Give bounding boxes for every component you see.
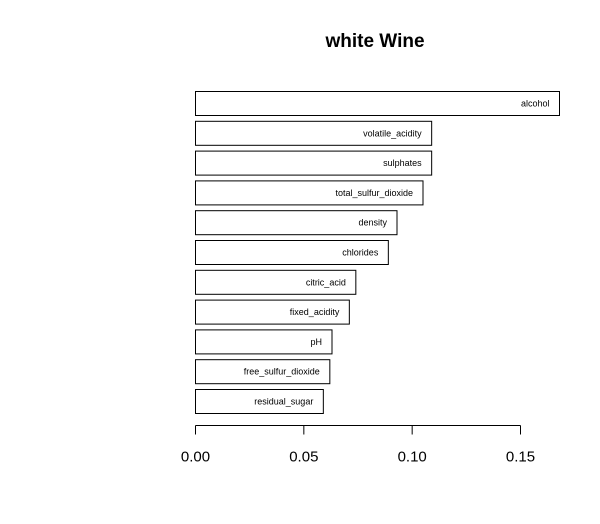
bar-label-total-sulfur-dioxide: total_sulfur_dioxide: [335, 188, 413, 198]
x-tick-label: 0.10: [398, 449, 427, 466]
bar-alcohol: [195, 91, 560, 116]
bar-free-sulfur-dioxide: [195, 359, 331, 385]
bars-group: alcohol volatile_acidity sulphates total_su…: [195, 91, 560, 414]
bar-label-pH: pH: [310, 337, 322, 347]
bar-volatile-acidity: [195, 120, 433, 146]
bar-label-residual-sugar: residual_sugar: [254, 397, 313, 407]
bar-fixed-acidity: [195, 299, 350, 325]
x-tick-label: 0.00: [181, 449, 210, 466]
bar-label-density: density: [358, 218, 387, 228]
bar-label-citric-acid: citric_acid: [306, 277, 346, 287]
bar-label-alcohol: alcohol: [521, 99, 550, 109]
bar-label-volatile-acidity: volatile_acidity: [363, 128, 422, 138]
bar-label-chlorides: chlorides: [342, 248, 379, 258]
bar-density: [195, 210, 398, 236]
bar-label-free-sulfur-dioxide: free_sulfur_dioxide: [244, 367, 320, 377]
bar-label-sulphates: sulphates: [383, 158, 422, 168]
bar-total-sulfur-dioxide: [195, 180, 424, 206]
x-tick-label: 0.15: [506, 449, 535, 466]
bar-chlorides: [195, 240, 389, 265]
bar-label-fixed-acidity: fixed_acidity: [290, 307, 340, 317]
bar-pH: [195, 329, 333, 355]
chart-title: white Wine: [324, 31, 424, 52]
bar-citric-acid: [195, 269, 357, 295]
x-tick-label: 0.05: [289, 449, 318, 466]
bar-residual-sugar: [195, 389, 324, 414]
x-axis: 0.00 0.05 0.10 0.15: [181, 425, 535, 466]
bar-sulphates: [195, 150, 433, 176]
